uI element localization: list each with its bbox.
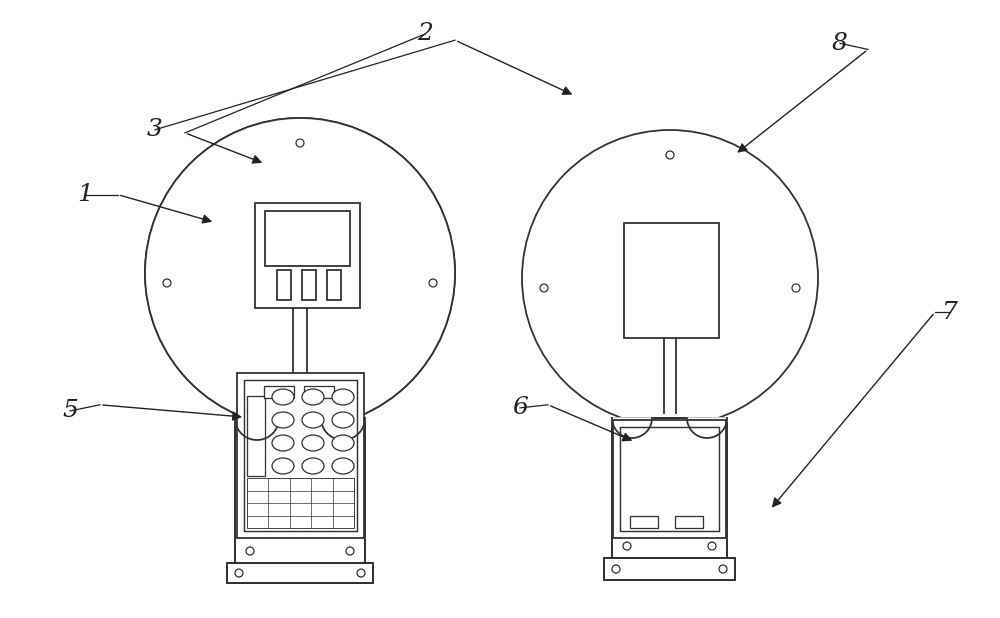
Ellipse shape: [302, 412, 324, 428]
Text: 2: 2: [417, 22, 433, 46]
Ellipse shape: [272, 389, 294, 405]
Bar: [630, 516, 658, 528]
Circle shape: [612, 565, 620, 573]
Circle shape: [235, 569, 243, 577]
Bar: [675, 516, 703, 528]
Bar: [255, 203, 360, 308]
Bar: [277, 270, 291, 300]
Bar: [244, 380, 357, 531]
Ellipse shape: [332, 412, 354, 428]
Circle shape: [346, 547, 354, 555]
Bar: [304, 386, 334, 398]
Ellipse shape: [332, 389, 354, 405]
Text: 5: 5: [62, 399, 78, 423]
Bar: [302, 270, 316, 300]
Bar: [327, 270, 341, 300]
Circle shape: [296, 139, 304, 147]
Bar: [624, 223, 719, 338]
Circle shape: [145, 118, 455, 428]
Text: 8: 8: [832, 32, 848, 55]
Bar: [620, 427, 719, 531]
Ellipse shape: [332, 435, 354, 451]
Bar: [237, 373, 364, 538]
Bar: [613, 420, 726, 538]
Text: 1: 1: [77, 183, 93, 206]
Circle shape: [357, 569, 365, 577]
Bar: [265, 211, 350, 266]
Polygon shape: [321, 418, 365, 440]
Ellipse shape: [302, 389, 324, 405]
Circle shape: [429, 279, 437, 287]
Circle shape: [719, 565, 727, 573]
Bar: [612, 418, 727, 558]
Ellipse shape: [272, 435, 294, 451]
Circle shape: [522, 130, 818, 426]
Circle shape: [666, 151, 674, 159]
Polygon shape: [612, 418, 652, 438]
Circle shape: [708, 542, 716, 550]
Bar: [247, 478, 354, 528]
Ellipse shape: [302, 458, 324, 474]
Bar: [604, 558, 735, 580]
Polygon shape: [235, 418, 279, 440]
Polygon shape: [687, 418, 727, 438]
Text: 3: 3: [147, 118, 163, 142]
Ellipse shape: [272, 458, 294, 474]
Circle shape: [623, 542, 631, 550]
Text: 6: 6: [512, 396, 528, 420]
Bar: [235, 418, 365, 563]
Ellipse shape: [272, 412, 294, 428]
Bar: [264, 386, 294, 398]
Ellipse shape: [302, 435, 324, 451]
Circle shape: [540, 284, 548, 292]
Ellipse shape: [332, 458, 354, 474]
Circle shape: [246, 547, 254, 555]
Circle shape: [145, 118, 455, 428]
Bar: [227, 563, 373, 583]
Circle shape: [792, 284, 800, 292]
Bar: [247, 396, 265, 476]
Text: 7: 7: [942, 300, 958, 324]
Circle shape: [163, 279, 171, 287]
